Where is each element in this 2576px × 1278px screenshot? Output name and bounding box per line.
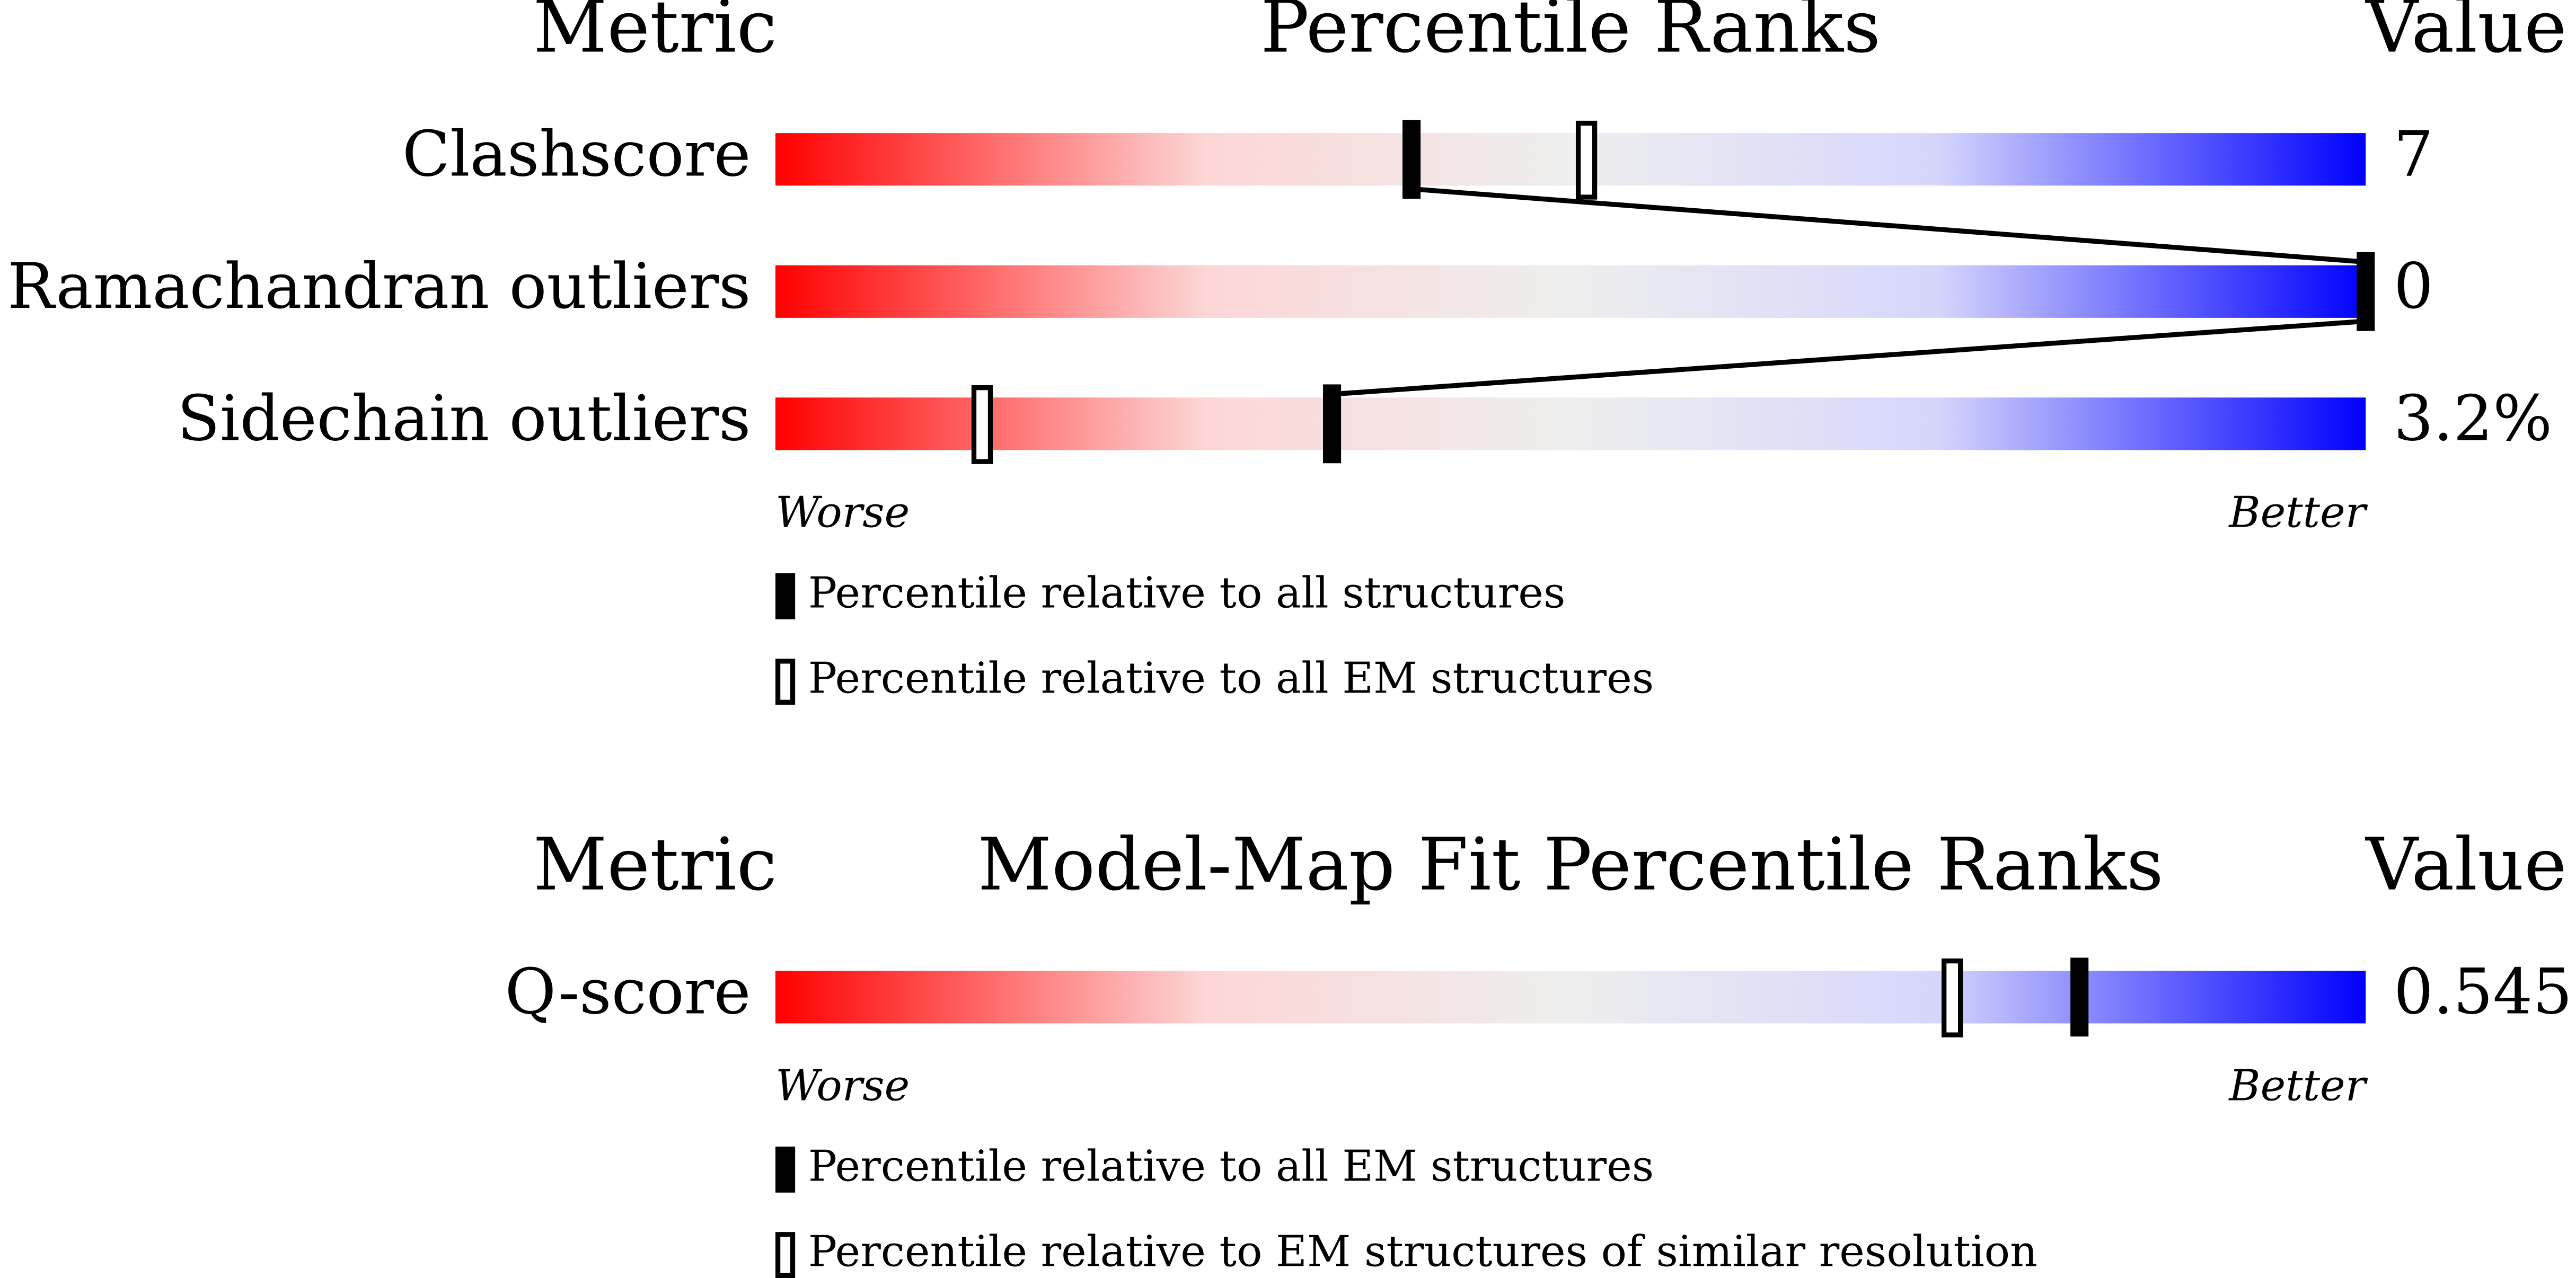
slider-bar bbox=[775, 265, 2366, 318]
high-label: Better bbox=[2228, 487, 2368, 537]
metric-value: 0 bbox=[2394, 250, 2433, 323]
metric-label: Clashscore bbox=[402, 118, 751, 190]
header-metric: Metric bbox=[533, 823, 777, 907]
legend-icon bbox=[775, 1146, 796, 1193]
header-metric: Metric bbox=[533, 0, 777, 69]
header-title: Percentile Ranks bbox=[1260, 0, 1881, 69]
percentile-marker bbox=[1402, 120, 1421, 199]
slider-bar bbox=[775, 397, 2366, 450]
slider-bar bbox=[775, 133, 2366, 186]
percentile-marker-open bbox=[971, 385, 993, 464]
percentile-marker-open bbox=[1575, 120, 1598, 200]
percentile-marker-open bbox=[1942, 958, 1963, 1037]
low-label: Worse bbox=[775, 487, 910, 537]
percentile-marker bbox=[2357, 252, 2375, 331]
high-label: Better bbox=[2228, 1061, 2368, 1111]
connector-line bbox=[1411, 186, 2366, 265]
percentile-marker bbox=[2070, 957, 2089, 1037]
metric-label: Ramachandran outliers bbox=[7, 250, 751, 323]
header-value: Value bbox=[2365, 823, 2566, 907]
legend-label: Percentile relative to all EM structures bbox=[808, 654, 1654, 704]
low-label: Worse bbox=[775, 1061, 910, 1111]
legend-label: Percentile relative to EM structures of … bbox=[808, 1227, 2037, 1277]
metric-value: 7 bbox=[2394, 118, 2433, 190]
metric-value: 3.2% bbox=[2394, 382, 2552, 455]
metric-label: Q-score bbox=[505, 955, 751, 1028]
legend-label: Percentile relative to all EM structures bbox=[808, 1141, 1654, 1191]
header-title: Model-Map Fit Percentile Ranks bbox=[977, 823, 2163, 907]
metric-value: 0.545 bbox=[2394, 955, 2572, 1028]
header-value: Value bbox=[2365, 0, 2566, 69]
slider-bar bbox=[775, 971, 2366, 1024]
metric-label: Sidechain outliers bbox=[177, 382, 751, 455]
legend-icon bbox=[775, 573, 796, 619]
legend-label: Percentile relative to all structures bbox=[808, 568, 1565, 618]
percentile-marker bbox=[1323, 384, 1342, 464]
legend-icon bbox=[775, 1232, 796, 1278]
legend-icon bbox=[775, 659, 796, 705]
connector-line bbox=[1331, 318, 2366, 397]
